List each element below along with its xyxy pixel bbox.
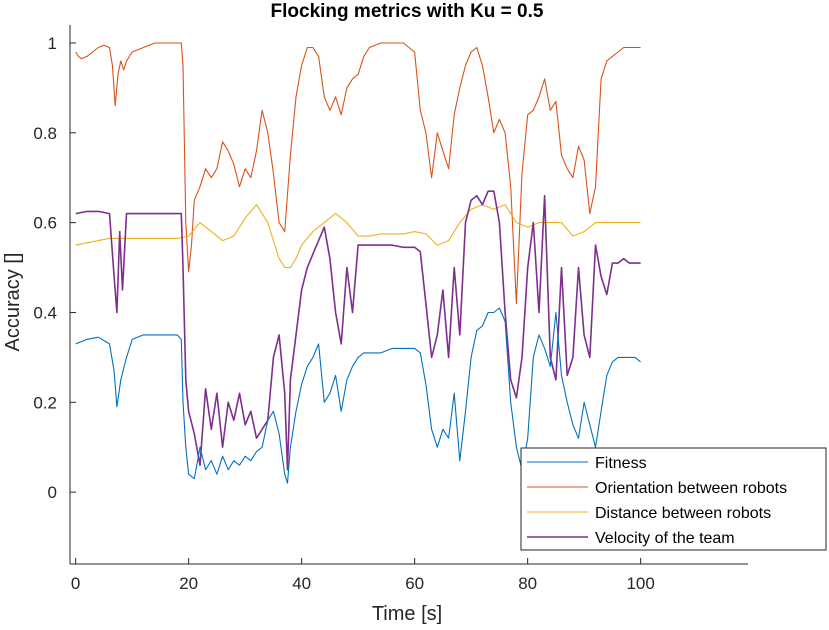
- series-layer: [75, 42, 641, 484]
- x-tick-label: 80: [518, 574, 537, 593]
- series-line-orientation-between-robots: [75, 42, 641, 305]
- series-line-velocity-of-the-team: [75, 190, 641, 471]
- y-tick-label: 1: [48, 34, 57, 53]
- y-axis-label: Accuracy []: [2, 253, 24, 352]
- legend-box: [520, 447, 827, 551]
- y-ticks: 0 0.2 0.4 0.6 0.8 1: [33, 34, 76, 502]
- x-axis-label: Time [s]: [372, 603, 442, 625]
- series-line-fitness: [75, 307, 641, 484]
- legend-items: Fitness Orientation between robots Distanc…: [527, 455, 787, 547]
- legend-label: Velocity of the team: [595, 530, 735, 547]
- series-line-distance-between-robots: [75, 204, 641, 269]
- y-tick-label: 0.2: [33, 393, 57, 412]
- x-tick-label: 60: [405, 574, 424, 593]
- y-tick-label: 0.6: [33, 214, 57, 233]
- x-tick-label: 20: [179, 574, 198, 593]
- legend-label: Distance between robots: [595, 505, 771, 522]
- y-tick-label: 0.4: [33, 303, 57, 322]
- legend: Fitness Orientation between robots Distanc…: [520, 447, 827, 551]
- legend-label: Orientation between robots: [595, 480, 787, 497]
- y-tick-label: 0: [48, 483, 57, 502]
- chart-title: Flocking metrics with Ku = 0.5: [271, 1, 544, 22]
- y-tick-label: 0.8: [33, 124, 57, 143]
- x-tick-label: 100: [626, 574, 654, 593]
- x-tick-label: 40: [292, 574, 311, 593]
- x-tick-label: 0: [71, 574, 80, 593]
- legend-label: Fitness: [595, 455, 647, 472]
- x-ticks: 0 20 40 60 80 100: [71, 558, 655, 593]
